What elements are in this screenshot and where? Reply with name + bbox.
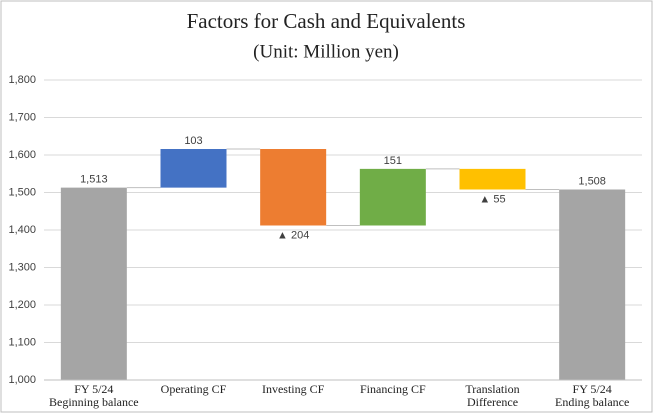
x-tick-label: Translation Difference	[465, 382, 520, 409]
data-label: 103	[184, 135, 202, 147]
x-tick-label: FY 5/24 Beginning balance	[49, 382, 139, 409]
bar	[359, 168, 426, 226]
y-tick-label: 1,400	[8, 224, 36, 236]
data-label: ▲ 204	[277, 229, 309, 241]
chart-subtitle: (Unit: Million yen)	[253, 41, 399, 62]
data-label: 151	[384, 155, 402, 167]
y-tick-label: 1,100	[8, 336, 36, 348]
x-tick-label: FY 5/24 Ending balance	[555, 382, 630, 409]
data-label: 1,508	[578, 175, 606, 187]
data-label: 1,513	[80, 174, 108, 186]
y-tick-label: 1,000	[8, 374, 36, 386]
y-tick-label: 1,800	[8, 74, 36, 86]
bar	[260, 149, 327, 226]
bar	[60, 187, 127, 380]
y-tick-label: 1,300	[8, 261, 36, 273]
y-tick-label: 1,700	[8, 111, 36, 123]
x-tick-label: Operating CF	[160, 382, 227, 396]
y-tick-label: 1,500	[8, 186, 36, 198]
bar	[160, 149, 227, 188]
y-tick-label: 1,600	[8, 149, 36, 161]
bar	[559, 189, 626, 380]
x-tick-label: Investing CF	[261, 382, 325, 396]
chart-title: Factors for Cash and Equivalents	[187, 9, 466, 33]
x-tick-label: Financing CF	[359, 382, 426, 396]
data-label: ▲ 55	[479, 193, 505, 205]
y-tick-label: 1,200	[8, 299, 36, 311]
bar	[459, 168, 526, 190]
